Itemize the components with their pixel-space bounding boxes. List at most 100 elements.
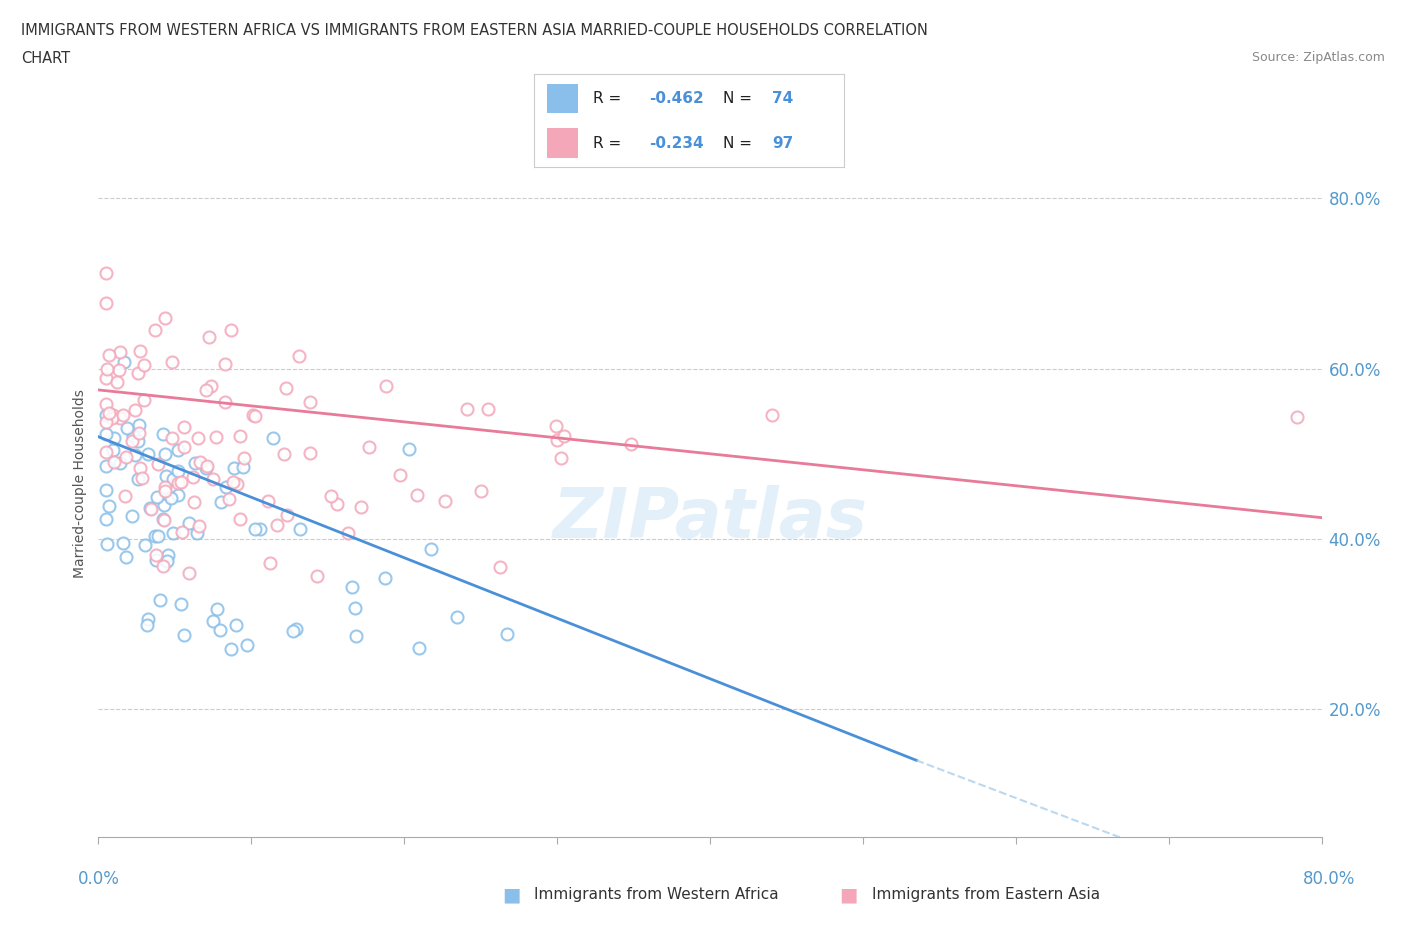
Point	[108, 410, 131, 425]
Point	[167, 463, 190, 478]
Point	[188, 455, 211, 470]
Point	[179, 515, 201, 530]
Point	[232, 460, 254, 475]
Point	[156, 553, 179, 568]
Point	[112, 408, 135, 423]
Point	[162, 472, 184, 486]
Point	[337, 525, 360, 540]
Point	[209, 495, 232, 510]
Point	[284, 622, 307, 637]
Point	[145, 548, 167, 563]
Text: ZIPatlas: ZIPatlas	[553, 485, 868, 552]
Point	[128, 426, 150, 441]
Text: CHART: CHART	[21, 51, 70, 66]
Point	[187, 431, 209, 445]
Text: -0.462: -0.462	[648, 91, 703, 106]
Point	[229, 512, 252, 526]
Point	[127, 433, 149, 448]
Text: Source: ZipAtlas.com: Source: ZipAtlas.com	[1251, 51, 1385, 64]
Point	[115, 450, 138, 465]
Point	[153, 480, 176, 495]
Point	[97, 347, 120, 362]
Point	[236, 637, 259, 652]
Point	[94, 370, 117, 385]
Point	[219, 642, 242, 657]
Point	[108, 363, 131, 378]
Text: R =: R =	[593, 91, 621, 106]
Point	[94, 445, 117, 459]
Point	[215, 480, 238, 495]
Point	[173, 440, 195, 455]
Point	[259, 556, 281, 571]
Point	[489, 560, 512, 575]
Point	[96, 537, 118, 551]
Point	[159, 490, 181, 505]
Point	[305, 569, 328, 584]
Point	[96, 512, 118, 526]
Point	[179, 566, 201, 581]
Point	[273, 446, 295, 461]
Point	[152, 512, 174, 527]
Text: N =: N =	[723, 91, 752, 106]
Point	[145, 528, 167, 543]
Text: 97: 97	[772, 136, 794, 151]
Text: 0.0%: 0.0%	[77, 870, 120, 888]
Point	[143, 323, 166, 338]
Point	[105, 375, 128, 390]
Point	[257, 493, 280, 508]
Point	[226, 477, 249, 492]
Point	[146, 528, 169, 543]
Point	[124, 448, 146, 463]
Point	[94, 396, 117, 411]
Point	[128, 344, 150, 359]
Point	[214, 395, 236, 410]
Point	[224, 460, 246, 475]
Text: IMMIGRANTS FROM WESTERN AFRICA VS IMMIGRANTS FROM EASTERN ASIA MARRIED-COUPLE HO: IMMIGRANTS FROM WESTERN AFRICA VS IMMIGR…	[21, 23, 928, 38]
Point	[160, 431, 183, 445]
Point	[232, 450, 254, 465]
Point	[115, 550, 138, 565]
Point	[218, 492, 240, 507]
Point	[221, 323, 243, 338]
Point	[340, 579, 363, 594]
Point	[94, 265, 117, 280]
Point	[94, 408, 117, 423]
Point	[470, 484, 492, 498]
Point	[127, 472, 149, 486]
Point	[200, 379, 222, 393]
Point	[186, 525, 208, 540]
Point	[202, 613, 225, 628]
Point	[149, 592, 172, 607]
Point	[139, 500, 162, 515]
Point	[290, 522, 312, 537]
Point	[283, 623, 305, 638]
Text: 80.0%: 80.0%	[1302, 870, 1355, 888]
Point	[546, 418, 568, 433]
Text: ■: ■	[839, 885, 858, 904]
Point	[97, 498, 120, 513]
Text: Immigrants from Western Africa: Immigrants from Western Africa	[534, 887, 779, 902]
Y-axis label: Married-couple Households: Married-couple Households	[73, 389, 87, 578]
Point	[124, 403, 146, 418]
Point	[108, 345, 131, 360]
Point	[243, 522, 266, 537]
Point	[108, 456, 131, 471]
Point	[103, 432, 125, 446]
Point	[166, 487, 188, 502]
Point	[319, 488, 342, 503]
Point	[446, 610, 468, 625]
Point	[496, 627, 519, 642]
Point	[170, 525, 193, 539]
Point	[114, 488, 136, 503]
Point	[326, 497, 349, 512]
Point	[477, 402, 499, 417]
Point	[299, 445, 322, 460]
Point	[375, 379, 398, 393]
Point	[134, 538, 156, 552]
Point	[152, 427, 174, 442]
Text: 74: 74	[772, 91, 794, 106]
Point	[173, 628, 195, 643]
Point	[136, 612, 159, 627]
Point	[249, 522, 271, 537]
Point	[222, 474, 245, 489]
